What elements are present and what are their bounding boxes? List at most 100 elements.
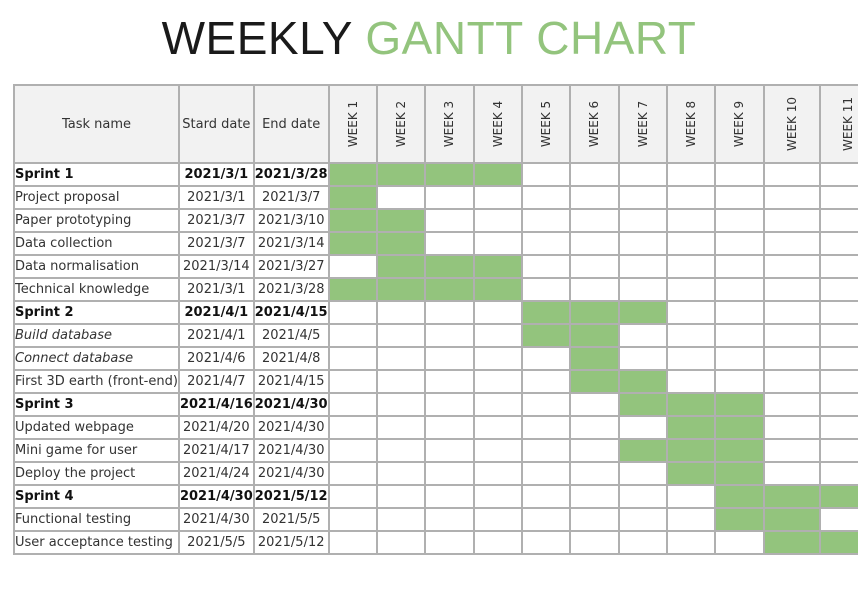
header-week-11: WEEK 11 (818, 84, 858, 164)
task-start-date: 2021/3/7 (177, 231, 255, 256)
task-end-date: 2021/3/14 (252, 231, 330, 256)
task-name: Functional testing (13, 507, 180, 532)
gantt-empty-cell (762, 438, 821, 463)
gantt-empty-cell (472, 392, 524, 417)
gantt-empty-cell (424, 438, 475, 463)
gantt-bar-cell (375, 208, 427, 233)
gantt-empty-cell (569, 530, 620, 555)
gantt-bar-cell (617, 438, 669, 463)
task-row: Technical knowledge 2021/3/1 2021/3/28 (13, 277, 858, 302)
gantt-bar-cell (714, 415, 765, 440)
gantt-bar-cell (472, 277, 524, 302)
gantt-empty-cell (375, 185, 427, 210)
gantt-empty-cell (424, 369, 475, 394)
gantt-bar-cell (569, 369, 620, 394)
gantt-empty-cell (327, 507, 378, 532)
gantt-empty-cell (569, 438, 620, 463)
gantt-empty-cell (521, 346, 572, 371)
gantt-empty-cell (818, 323, 858, 348)
gantt-empty-cell (762, 346, 821, 371)
gantt-empty-cell (424, 461, 475, 486)
gantt-empty-cell (818, 369, 858, 394)
chart-title-part2: GANTT CHART (365, 12, 697, 64)
gantt-empty-cell (521, 415, 572, 440)
gantt-empty-cell (818, 162, 858, 187)
gantt-bar-cell (472, 254, 524, 279)
task-name: Project proposal (13, 185, 180, 210)
week-label: WEEK 5 (539, 100, 554, 147)
gantt-empty-cell (617, 507, 669, 532)
gantt-empty-cell (521, 484, 572, 509)
gantt-empty-cell (818, 254, 858, 279)
gantt-bar-cell (617, 300, 669, 325)
gantt-empty-cell (569, 507, 620, 532)
task-name: User acceptance testing (13, 530, 180, 555)
chart-title: WEEKLY GANTT CHART (0, 10, 858, 66)
gantt-empty-cell (375, 461, 427, 486)
gantt-empty-cell (569, 185, 620, 210)
gantt-empty-cell (327, 323, 378, 348)
gantt-bar-cell (666, 415, 717, 440)
gantt-empty-cell (666, 208, 717, 233)
gantt-empty-cell (327, 461, 378, 486)
task-row: Paper prototyping 2021/3/7 2021/3/10 (13, 208, 858, 233)
gantt-empty-cell (424, 185, 475, 210)
gantt-bar-cell (472, 162, 524, 187)
gantt-empty-cell (327, 369, 378, 394)
header-week-9: WEEK 9 (714, 84, 765, 164)
gantt-empty-cell (818, 231, 858, 256)
gantt-bar-cell (666, 461, 717, 486)
gantt-empty-cell (424, 507, 475, 532)
gantt-empty-cell (666, 254, 717, 279)
gantt-empty-cell (375, 438, 427, 463)
gantt-bar-cell (666, 392, 717, 417)
task-name: Build database (13, 323, 180, 348)
gantt-empty-cell (762, 185, 821, 210)
gantt-empty-cell (666, 277, 717, 302)
gantt-empty-cell (569, 484, 620, 509)
task-start-date: 2021/4/20 (177, 415, 255, 440)
gantt-bar-cell (762, 530, 821, 555)
gantt-empty-cell (569, 415, 620, 440)
task-end-date: 2021/4/5 (252, 323, 330, 348)
gantt-bar-cell (818, 484, 858, 509)
task-end-date: 2021/4/30 (252, 438, 330, 463)
task-name: Mini game for user (13, 438, 180, 463)
task-end-date: 2021/4/15 (252, 300, 330, 325)
gantt-empty-cell (569, 208, 620, 233)
gantt-empty-cell (666, 530, 717, 555)
task-name: Sprint 1 (13, 162, 180, 187)
task-row: Data collection 2021/3/7 2021/3/14 (13, 231, 858, 256)
gantt-empty-cell (617, 231, 669, 256)
gantt-empty-cell (472, 438, 524, 463)
gantt-bar-cell (762, 507, 821, 532)
gantt-empty-cell (569, 392, 620, 417)
gantt-bar-cell (617, 369, 669, 394)
header-week-1: WEEK 1 (327, 84, 378, 164)
gantt-empty-cell (424, 530, 475, 555)
gantt-empty-cell (617, 484, 669, 509)
header-end-date: End date (252, 84, 330, 164)
gantt-empty-cell (521, 461, 572, 486)
task-end-date: 2021/3/10 (252, 208, 330, 233)
gantt-bar-cell (327, 185, 378, 210)
gantt-empty-cell (375, 369, 427, 394)
gantt-empty-cell (327, 415, 378, 440)
gantt-bar-cell (375, 231, 427, 256)
gantt-empty-cell (818, 461, 858, 486)
gantt-empty-cell (327, 254, 378, 279)
gantt-empty-cell (818, 185, 858, 210)
gantt-bar-cell (569, 323, 620, 348)
chart-title-part1: WEEKLY (161, 12, 353, 64)
gantt-empty-cell (666, 231, 717, 256)
gantt-table: Task name Stard date End date WEEK 1 WEE… (13, 84, 858, 555)
task-start-date: 2021/4/1 (177, 323, 255, 348)
gantt-empty-cell (472, 300, 524, 325)
gantt-empty-cell (818, 277, 858, 302)
task-row: First 3D earth (front-end) 2021/4/7 2021/4… (13, 369, 858, 394)
gantt-empty-cell (521, 438, 572, 463)
gantt-empty-cell (666, 162, 717, 187)
sprint-row: Sprint 4 2021/4/30 2021/5/12 (13, 484, 858, 509)
gantt-bar-cell (762, 484, 821, 509)
task-row: Project proposal 2021/3/1 2021/3/7 (13, 185, 858, 210)
